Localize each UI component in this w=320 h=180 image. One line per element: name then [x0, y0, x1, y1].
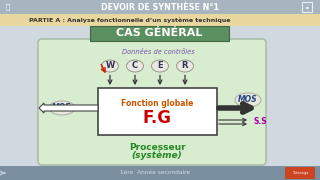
Ellipse shape [126, 60, 143, 72]
Text: Fonction globale: Fonction globale [121, 98, 193, 107]
Text: Données de contrôles: Données de contrôles [122, 49, 194, 55]
Bar [285, 167, 315, 179]
Bar [0, 0, 320, 14]
Ellipse shape [101, 60, 118, 72]
Ellipse shape [177, 60, 194, 72]
Text: S.S: S.S [253, 118, 267, 127]
Ellipse shape [49, 101, 75, 115]
Text: CAS GÉNÉRAL: CAS GÉNÉRAL [116, 28, 202, 38]
Text: C: C [132, 62, 138, 71]
Text: 1ère  Année secondaire: 1ère Année secondaire [120, 170, 190, 175]
Polygon shape [39, 103, 98, 113]
Text: E: E [157, 62, 163, 71]
Text: ▪: ▪ [306, 5, 308, 9]
Ellipse shape [235, 93, 261, 107]
Bar [302, 2, 312, 12]
Text: Tutanoga: Tutanoga [292, 171, 308, 175]
FancyBboxPatch shape [90, 26, 228, 40]
Text: MOS: MOS [238, 96, 258, 105]
Text: DEVOIR DE SYNTHÈSE N°1: DEVOIR DE SYNTHÈSE N°1 [101, 3, 219, 12]
Text: 🏠: 🏠 [6, 4, 10, 10]
Text: R: R [182, 62, 188, 71]
FancyBboxPatch shape [98, 87, 217, 134]
Text: MOE: MOE [52, 103, 72, 112]
Bar [0, 14, 320, 26]
FancyBboxPatch shape [38, 39, 266, 165]
Text: F.G: F.G [142, 109, 172, 127]
Bar [0, 166, 320, 180]
Text: W: W [105, 62, 115, 71]
Text: Processeur: Processeur [129, 143, 185, 152]
Ellipse shape [151, 60, 169, 72]
Text: PARTIE A : Analyse fonctionnelle d’un système technique: PARTIE A : Analyse fonctionnelle d’un sy… [29, 17, 231, 23]
Text: (système): (système) [132, 150, 182, 160]
